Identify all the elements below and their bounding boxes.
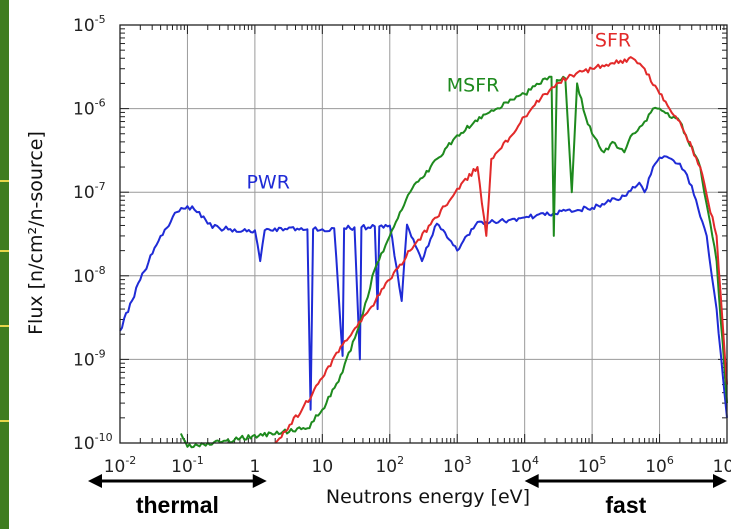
series-labels: PWR MSFR SFR (246, 30, 631, 194)
x-tick-base: 10 (104, 457, 126, 477)
grid (119, 24, 728, 444)
x-tick-label: 10-1 (171, 454, 204, 477)
y-tick-base: 10 (73, 183, 95, 203)
x-tick-label: 105 (578, 454, 607, 477)
frame-tick (0, 180, 9, 182)
y-tick-base: 10 (73, 350, 95, 370)
x-tick-exponent: 3 (465, 454, 472, 467)
region-label-fast: fast (605, 492, 646, 518)
x-tick-base: 1 (249, 457, 260, 477)
region-arrow-head (524, 474, 539, 488)
y-tick-labels: 10-510-610-710-810-910-10 (73, 13, 113, 454)
y-tick-label: 10-10 (73, 431, 113, 454)
y-tick-base: 10 (73, 100, 95, 120)
x-tick-label: 103 (443, 454, 472, 477)
y-tick-label: 10-7 (73, 180, 106, 203)
x-tick-label: 106 (645, 454, 674, 477)
x-tick-exponent: 6 (667, 454, 674, 467)
x-tick-exponent: 5 (599, 454, 606, 467)
x-tick-label: 10 (312, 457, 334, 477)
frame-left-border (0, 0, 9, 529)
x-tick-label: 10-2 (104, 454, 137, 477)
x-tick-exponent: 4 (532, 454, 539, 467)
series-line-msfr (179, 75, 728, 449)
x-tick-base: 10 (171, 457, 193, 477)
x-tick-exponent: -2 (125, 454, 136, 467)
series-label-sfr: SFR (595, 30, 631, 52)
x-tick-label: 107 (713, 454, 731, 477)
x-tick-exponent: 2 (397, 454, 404, 467)
y-tick-exponent: -5 (95, 13, 106, 26)
y-tick-label: 10-8 (73, 264, 106, 287)
series-line-pwr (119, 155, 728, 418)
x-tick-label: 104 (510, 454, 539, 477)
x-tick-base: 10 (375, 457, 397, 477)
frame-tick (0, 250, 9, 252)
x-axis-label: Neutrons energy [eV] (326, 486, 530, 508)
x-tick-label: 1 (249, 457, 260, 477)
x-tick-label: 102 (375, 454, 404, 477)
x-tick-exponent: -1 (193, 454, 204, 467)
y-tick-exponent: -7 (95, 180, 106, 193)
series-line-sfr (274, 56, 728, 444)
region-arrow-head (88, 474, 102, 488)
region-label-thermal: thermal (136, 492, 219, 518)
series-lines (119, 56, 728, 449)
y-tick-base: 10 (73, 16, 95, 36)
x-tick-base: 10 (510, 457, 532, 477)
x-tick-base: 10 (578, 457, 600, 477)
x-tick-base: 10 (312, 457, 334, 477)
y-tick-base: 10 (73, 267, 95, 287)
region-arrow-head (252, 474, 267, 488)
y-tick-label: 10-9 (73, 347, 106, 370)
x-tick-base: 10 (645, 457, 667, 477)
series-label-msfr: MSFR (447, 75, 500, 97)
minor-ticks (119, 25, 727, 444)
series-label-pwr: PWR (246, 172, 289, 194)
energy-regions: thermal fast (88, 474, 727, 518)
plot-border (119, 24, 728, 444)
y-tick-base: 10 (73, 434, 95, 454)
frame-tick (0, 420, 9, 422)
x-tick-base: 10 (713, 457, 731, 477)
y-axis-label: Flux [n/cm²/n-source] (25, 131, 47, 335)
y-tick-exponent: -6 (95, 97, 106, 110)
region-arrow-head (713, 474, 727, 488)
frame-tick (0, 325, 9, 327)
y-tick-label: 10-5 (73, 13, 106, 36)
y-tick-exponent: -10 (95, 431, 113, 444)
x-tick-base: 10 (443, 457, 465, 477)
y-tick-exponent: -9 (95, 347, 106, 360)
y-tick-exponent: -8 (95, 264, 106, 277)
x-tick-labels: 10-210-1110102103104105106107 (104, 454, 731, 477)
y-tick-label: 10-6 (73, 97, 106, 120)
